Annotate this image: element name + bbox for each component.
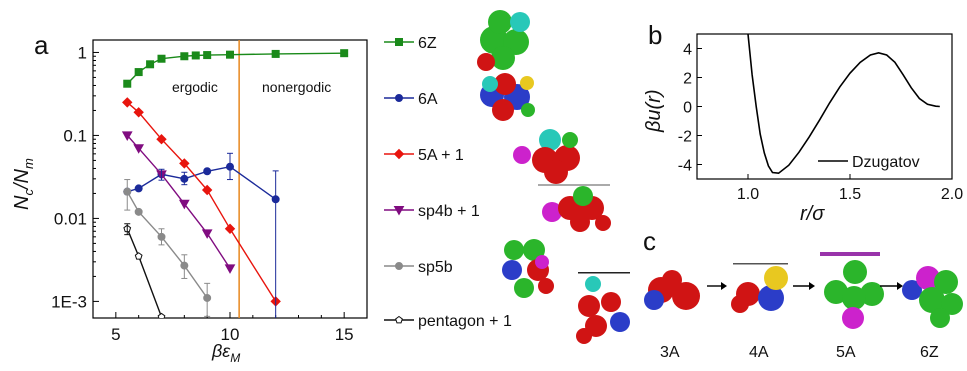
chart-b-ytick-label: 4 xyxy=(683,42,692,59)
chart-a-ytick-label: 0.1 xyxy=(63,126,87,145)
data-point-5a-plus-1 xyxy=(156,134,167,145)
data-point-6z xyxy=(157,54,166,63)
series-line-dzugatov xyxy=(747,34,940,175)
data-point-6a xyxy=(203,167,212,176)
data-point-sp4b-plus-1 xyxy=(178,199,190,210)
cluster-label-6z: 6Z xyxy=(920,344,939,361)
chart-b-ytick-label: -2 xyxy=(678,129,692,146)
cluster-label-4a: 4A xyxy=(749,344,769,361)
data-point-sp4b-plus-1 xyxy=(121,131,133,141)
data-point-pentagon-plus-1 xyxy=(157,312,166,318)
panel-label-c: c xyxy=(643,226,656,256)
legend-marker-sp4b-plus-1 xyxy=(393,206,405,216)
cluster-sequence: 3A 4A 5A 6Z xyxy=(644,252,963,361)
cluster-image-sp4b-plus-1 xyxy=(538,184,611,232)
data-point-6z xyxy=(134,68,143,77)
cluster-image-5a-plus-1 xyxy=(513,129,580,184)
legend-marker-pentagon-plus-1 xyxy=(395,315,403,324)
panel-label-a: a xyxy=(34,30,49,60)
chart-a-ytick-label: 1E-3 xyxy=(51,292,87,311)
annotation-ergodic: ergodic xyxy=(172,79,218,95)
data-point-6z xyxy=(203,51,212,60)
cluster-image-sp5b xyxy=(502,239,554,298)
chart-b-xtick-label: 2.0 xyxy=(941,186,963,203)
cluster-image-pentagon-plus-1 xyxy=(576,272,630,344)
series-line-5a-plus-1 xyxy=(126,101,277,302)
annotation-nonergodic: nonergodic xyxy=(262,79,331,95)
chart-b: 1.0 1.5 2.0 4 2 0 -2 -4 Dzugatov r/σ βu(r) xyxy=(643,33,963,225)
data-point-6z xyxy=(146,60,155,69)
data-point-sp5b xyxy=(134,207,143,216)
chart-a: 5 10 15 1 0.1 0.01 1E-3 ergodic nonergodic βεM… xyxy=(11,39,368,365)
data-point-6z xyxy=(226,50,234,59)
panel-label-b: b xyxy=(648,20,662,50)
chart-a-ylabel: Nc/Nm xyxy=(11,158,36,210)
data-point-pentagon-plus-1 xyxy=(134,252,143,260)
legend-item-5a-plus-1: 5A + 1 xyxy=(418,147,464,164)
chart-b-xlabel: r/σ xyxy=(800,203,825,225)
chart-a-ytick-label: 0.01 xyxy=(54,209,87,228)
chart-b-ytick-label: 0 xyxy=(683,100,692,117)
legend-marker-sp5b xyxy=(395,262,403,270)
chart-a-xtick-label: 10 xyxy=(221,325,240,344)
chart-b-ylabel: βu(r) xyxy=(643,89,665,133)
series-line-sp5b xyxy=(126,191,208,299)
legend-item-dzugatov: Dzugatov xyxy=(852,154,920,171)
cluster-image-6a xyxy=(480,73,535,121)
legend-item-6z: 6Z xyxy=(418,35,437,52)
chart-b-ytick-label: -4 xyxy=(678,158,692,175)
cluster-5a-image xyxy=(820,252,884,329)
cluster-images xyxy=(477,8,630,344)
data-point-5a-plus-1 xyxy=(179,158,190,169)
arrow-icon xyxy=(880,282,903,290)
cluster-3a-image xyxy=(644,270,700,310)
chart-b-legend: Dzugatov xyxy=(818,154,920,171)
chart-a-ytick-label: 1 xyxy=(78,43,87,62)
data-point-5a-plus-1 xyxy=(224,223,236,234)
chart-a-xtick-label: 5 xyxy=(111,325,120,344)
error-bars xyxy=(124,152,279,318)
cluster-image-6z xyxy=(477,8,530,71)
data-point-5a-plus-1 xyxy=(122,97,133,108)
data-point-sp4b-plus-1 xyxy=(224,264,236,274)
legend-item-6a: 6A xyxy=(418,91,438,108)
data-point-6a xyxy=(134,184,143,193)
chart-a-legend: 6Z 6A 5A + 1 sp4b + 1 sp5b pentagon + 1 xyxy=(384,35,512,330)
legend-marker-6z xyxy=(395,38,403,46)
legend-marker-6a xyxy=(395,94,403,102)
data-point-6z xyxy=(271,49,280,58)
chart-a-xtick-label: 15 xyxy=(335,325,354,344)
data-point-sp4b-plus-1 xyxy=(133,144,145,154)
arrow-icon xyxy=(793,282,815,290)
data-point-5a-plus-1 xyxy=(133,107,144,118)
data-point-5a-plus-1 xyxy=(201,184,213,196)
legend-item-sp5b: sp5b xyxy=(418,259,453,276)
series-line-pentagon-plus-1 xyxy=(126,228,163,318)
chart-b-xtick-label: 1.0 xyxy=(737,186,759,203)
cluster-6z-image xyxy=(902,266,963,328)
chart-b-xtick-label: 1.5 xyxy=(839,186,861,203)
legend-marker-5a-plus-1 xyxy=(393,148,405,160)
data-point-6z xyxy=(340,49,349,58)
chart-b-ytick-label: 2 xyxy=(683,71,692,88)
cluster-label-3a: 3A xyxy=(660,344,680,361)
data-point-6z xyxy=(180,52,189,61)
data-point-sp4b-plus-1 xyxy=(201,229,213,239)
legend-item-sp4b-plus-1: sp4b + 1 xyxy=(418,203,480,220)
arrow-icon xyxy=(707,282,727,290)
data-point-6z xyxy=(123,79,132,88)
cluster-label-5a: 5A xyxy=(836,344,856,361)
cluster-4a-image xyxy=(731,263,788,313)
series-line-6z xyxy=(126,52,345,85)
legend-item-pentagon-plus-1: pentagon + 1 xyxy=(418,313,512,330)
data-point-6z xyxy=(191,51,200,60)
chart-a-xlabel: βεM xyxy=(211,341,240,365)
